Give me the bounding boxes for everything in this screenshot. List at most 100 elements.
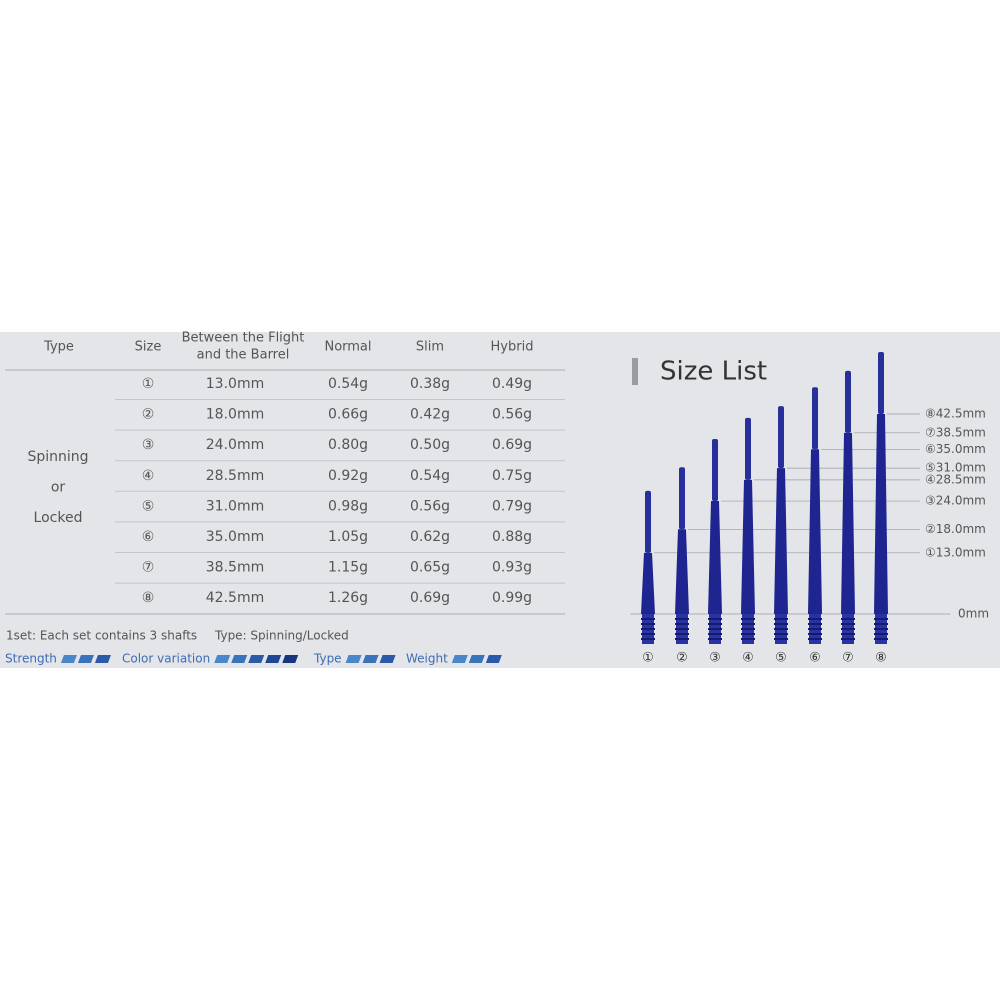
shaft-part bbox=[841, 432, 855, 614]
table-cell: 24.0mm bbox=[206, 437, 264, 453]
shaft-part bbox=[675, 628, 689, 630]
shaft-label: ③ bbox=[709, 651, 721, 666]
rating-bar bbox=[451, 655, 468, 663]
shaft bbox=[675, 467, 689, 644]
size-label: ③24.0mm bbox=[925, 494, 986, 508]
shaft-part bbox=[878, 352, 884, 414]
type-cell: or bbox=[51, 480, 66, 496]
size-label: ⑦38.5mm bbox=[925, 425, 986, 439]
size-label: ④28.5mm bbox=[925, 472, 986, 486]
table-cell: 1.26g bbox=[328, 590, 368, 606]
table-cell: 18.0mm bbox=[206, 407, 264, 423]
shaft-part bbox=[778, 406, 784, 469]
shaft-part bbox=[641, 633, 655, 635]
table-cell: 0.65g bbox=[410, 560, 450, 576]
size-label: ⑥35.0mm bbox=[925, 442, 986, 456]
shaft-part bbox=[675, 623, 689, 625]
rating-bar bbox=[265, 655, 282, 663]
shaft-part bbox=[708, 618, 722, 620]
table-cell: 0.42g bbox=[410, 407, 450, 423]
shaft-part bbox=[874, 633, 888, 635]
shaft-part bbox=[774, 623, 788, 625]
table-cell: ⑧ bbox=[142, 590, 155, 606]
rating-bar bbox=[94, 655, 111, 663]
shaft-part bbox=[808, 623, 822, 625]
shaft bbox=[841, 370, 855, 644]
note: 1set: Each set contains 3 shafts bbox=[6, 629, 197, 643]
shaft-label: ④ bbox=[742, 651, 754, 666]
rating-bar bbox=[214, 655, 231, 663]
shaft-part bbox=[812, 387, 818, 450]
rating-bar bbox=[379, 655, 396, 663]
shaft-part bbox=[708, 623, 722, 625]
shaft-part bbox=[675, 638, 689, 640]
header-cell: and the Barrel bbox=[197, 348, 290, 363]
shaft-part bbox=[841, 638, 855, 640]
rating-label: Weight bbox=[406, 652, 448, 666]
header-cell: Slim bbox=[416, 340, 444, 355]
shaft-part bbox=[874, 638, 888, 640]
header-cell: Hybrid bbox=[491, 340, 534, 355]
rating-bar bbox=[77, 655, 94, 663]
table-cell: 0.69g bbox=[492, 437, 532, 453]
shaft-part bbox=[774, 618, 788, 620]
table-cell: 28.5mm bbox=[206, 468, 264, 484]
shaft-part bbox=[741, 479, 755, 614]
shaft-part bbox=[745, 417, 751, 480]
table-cell: ⑤ bbox=[142, 498, 155, 514]
table-cell: 0.54g bbox=[410, 468, 450, 484]
shaft-part bbox=[708, 638, 722, 640]
table-cell: ⑦ bbox=[142, 560, 155, 576]
size-label: ⑤31.0mm bbox=[925, 461, 986, 475]
shaft-part bbox=[874, 628, 888, 630]
rating-bar bbox=[485, 655, 502, 663]
size-label: ②18.0mm bbox=[925, 522, 986, 536]
header-cell: Between the Flight bbox=[182, 331, 305, 346]
shaft-part bbox=[675, 529, 689, 614]
rating-bar bbox=[231, 655, 248, 663]
table-cell: 0.49g bbox=[492, 376, 532, 392]
shaft-part bbox=[641, 552, 655, 614]
table-cell: 0.93g bbox=[492, 560, 532, 576]
shaft-part bbox=[708, 633, 722, 635]
shaft bbox=[741, 417, 755, 644]
table-cell: ③ bbox=[142, 437, 155, 453]
size-label: 0mm bbox=[958, 607, 989, 621]
shaft-part bbox=[641, 618, 655, 620]
shaft-part bbox=[712, 439, 718, 502]
shaft-part bbox=[841, 628, 855, 630]
panel bbox=[0, 332, 1000, 668]
table-cell: 31.0mm bbox=[206, 498, 264, 514]
header-cell: Size bbox=[135, 340, 162, 355]
rating-label: Strength bbox=[5, 652, 57, 666]
table-cell: 0.50g bbox=[410, 437, 450, 453]
shaft-part bbox=[675, 633, 689, 635]
shaft-part bbox=[841, 633, 855, 635]
shaft-part bbox=[741, 618, 755, 620]
shaft-part bbox=[808, 638, 822, 640]
shaft-label: ⑦ bbox=[842, 651, 854, 666]
table-cell: 1.05g bbox=[328, 529, 368, 545]
table-cell: ⑥ bbox=[142, 529, 155, 545]
rating-bar bbox=[362, 655, 379, 663]
shaft-part bbox=[774, 468, 788, 614]
shaft-part bbox=[641, 638, 655, 640]
shaft bbox=[874, 352, 888, 644]
shaft-part bbox=[708, 501, 722, 614]
table-cell: 1.15g bbox=[328, 560, 368, 576]
shaft bbox=[708, 439, 722, 644]
header-cell: Type bbox=[43, 340, 74, 355]
table-cell: 0.75g bbox=[492, 468, 532, 484]
rating-bar bbox=[60, 655, 77, 663]
shaft-part bbox=[774, 628, 788, 630]
rating-label: Color variation bbox=[122, 652, 210, 666]
shaft-label: ② bbox=[676, 651, 688, 666]
shaft-part bbox=[741, 628, 755, 630]
table-cell: 0.79g bbox=[492, 498, 532, 514]
shaft-label: ⑥ bbox=[809, 651, 821, 666]
shaft-part bbox=[808, 449, 822, 614]
table-cell: 0.66g bbox=[328, 407, 368, 423]
title-bar bbox=[632, 358, 638, 385]
header-cell: Normal bbox=[324, 340, 371, 355]
